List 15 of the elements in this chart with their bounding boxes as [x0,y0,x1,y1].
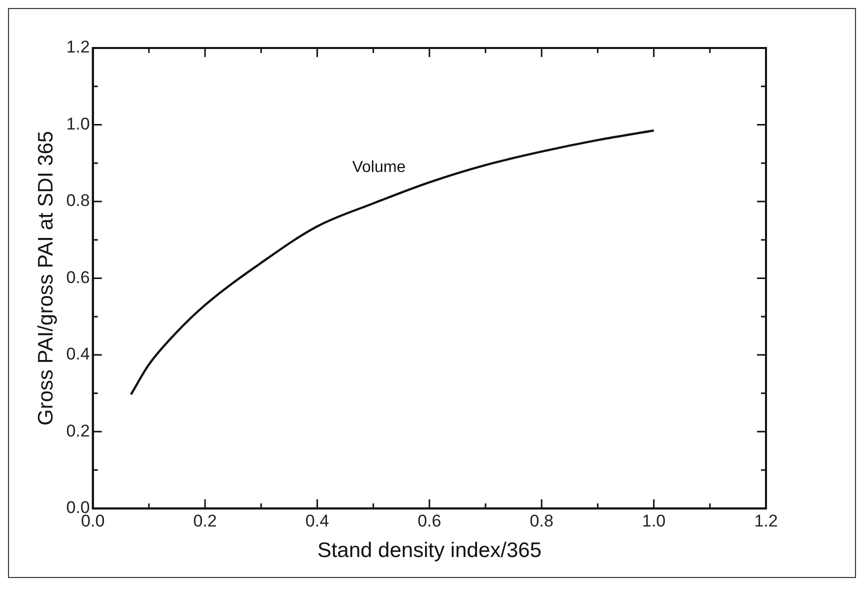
y-tick-label: 0.8 [66,191,90,210]
y-axis-title: Gross PAI/gross PAI at SDI 365 [34,130,58,426]
y-tick-label: 0.2 [66,421,90,440]
annotation: Volume [352,159,406,176]
y-tick-label: 0.4 [66,344,90,364]
y-tick-label: 0.6 [66,268,90,287]
x-tick-label: 0.6 [418,511,442,530]
x-tick-label: 1.2 [754,511,778,530]
x-tick-label: 0.8 [530,511,554,530]
y-tick-label: 1.2 [66,38,90,57]
x-tick-label: 0.4 [305,511,330,530]
x-tick-label: 0.2 [193,511,217,530]
x-axis-title: Stand density index/365 [317,539,542,562]
text: 1.0 [66,114,90,134]
text: 1.0 [642,511,666,530]
